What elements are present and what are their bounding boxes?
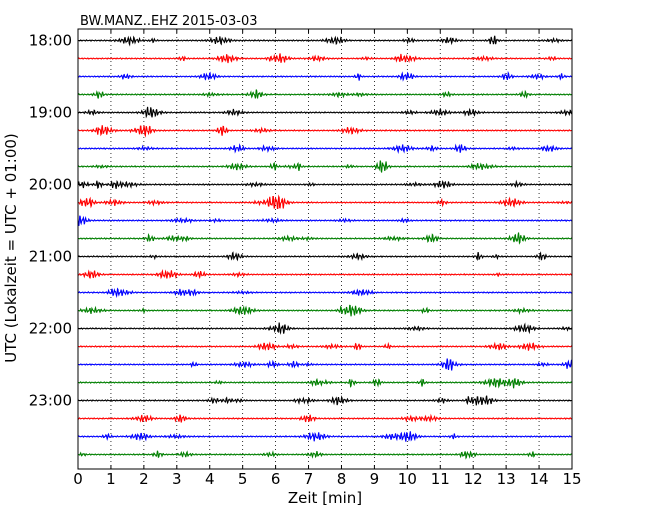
trace-1845 [77,89,572,100]
x-tick-label: 3 [172,470,182,488]
y-axis-ticks: 18:00 19:00 20:00 21:00 22:00 23:00 [29,32,572,410]
y-tick-label: 21:00 [29,248,72,266]
trace-2130 [77,287,573,299]
trace-2200 [77,322,573,335]
x-tick-label: 1 [106,470,116,488]
x-tick-label: 12 [464,470,483,488]
trace-2245 [78,377,573,389]
trace-2230 [77,358,573,371]
trace-2315 [77,413,573,423]
trace-2300 [77,395,573,406]
trace-2215 [77,341,573,352]
trace-2045 [77,232,573,245]
plot-frame [77,28,573,470]
trace-rows [77,35,573,460]
trace-2100 [77,251,573,262]
y-tick-label: 23:00 [29,392,72,410]
trace-2345 [77,450,573,460]
trace-1815 [77,53,573,64]
x-tick-label: 15 [562,470,581,488]
minute-grid [110,29,540,469]
x-tick-label: 4 [205,470,215,488]
trace-2330 [77,431,572,442]
trace-1800 [77,35,573,47]
trace-2000 [77,179,573,189]
y-axis-label: UTC (Lokalzeit = UTC + 01:00) [2,133,20,363]
x-tick-label: 5 [238,470,248,488]
x-tick-label: 11 [431,470,450,488]
chart-title: BW.MANZ..EHZ 2015-03-03 [80,14,258,29]
x-tick-label: 13 [497,470,516,488]
y-tick-label: 18:00 [29,32,72,50]
trace-1830 [77,70,573,82]
y-tick-label: 19:00 [29,104,72,122]
x-axis-label: Zeit [min] [288,489,362,507]
y-tick-label: 22:00 [29,320,72,338]
y-tick-label: 20:00 [29,176,72,194]
x-tick-label: 6 [271,470,281,488]
x-tick-label: 10 [398,470,417,488]
trace-2030 [77,215,572,226]
trace-1930 [77,143,573,154]
trace-1900 [77,106,573,119]
x-tick-label: 2 [139,470,149,488]
x-tick-label: 7 [304,470,314,488]
x-axis-ticks: 0 1 2 3 4 5 6 7 8 9 10 11 12 13 14 15 [73,29,582,488]
trace-2015 [77,194,573,210]
x-tick-label: 8 [337,470,347,488]
x-tick-label: 14 [530,470,549,488]
trace-1945 [77,160,573,173]
x-tick-label: 9 [370,470,380,488]
x-tick-label: 0 [73,470,83,488]
trace-2115 [77,269,573,280]
trace-2145 [77,304,573,317]
trace-1915 [77,125,573,138]
